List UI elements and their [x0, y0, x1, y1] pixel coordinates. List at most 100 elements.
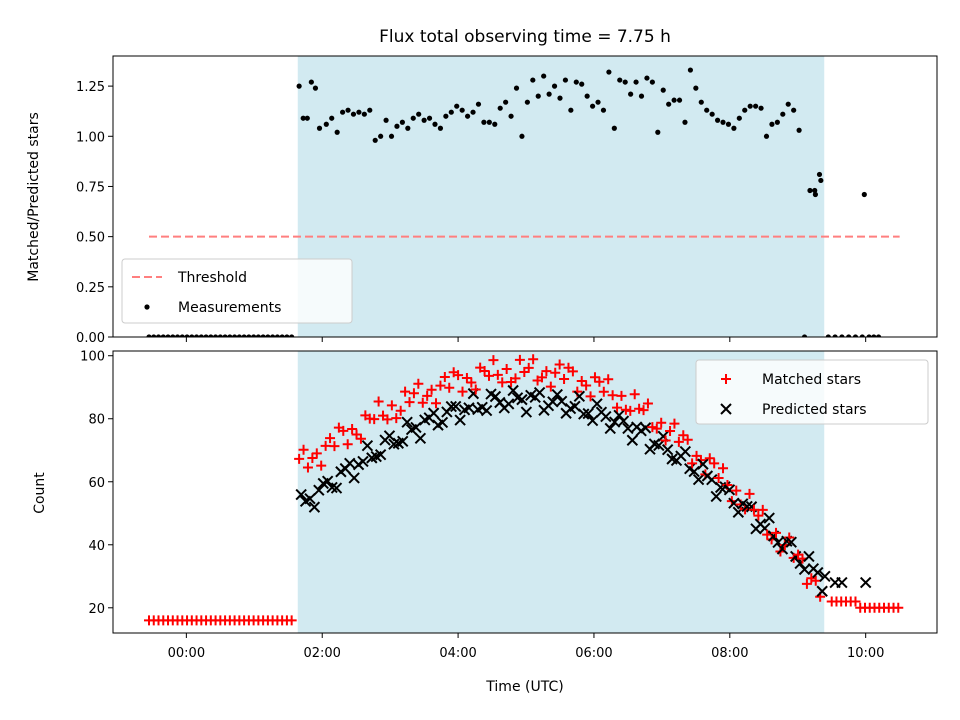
matched-star-point	[585, 391, 596, 402]
measurement-point	[388, 133, 395, 139]
matched-star-point	[373, 396, 384, 407]
matched-star-point	[298, 444, 309, 455]
measurement-point	[606, 69, 612, 75]
measurement-point	[859, 334, 865, 337]
matched-star-point	[731, 485, 742, 496]
measurement-point	[174, 334, 181, 337]
matched-star-point	[439, 371, 450, 382]
x-tick-label: 00:00	[168, 646, 205, 661]
matched-star-point	[893, 602, 904, 613]
matched-star-point	[554, 359, 565, 370]
measurement-point	[649, 79, 655, 85]
measurement-point	[421, 117, 427, 123]
measurement-point	[871, 334, 877, 337]
x-tick-label: 10:00	[847, 646, 884, 661]
legend-box	[695, 359, 929, 425]
matched-star-point	[492, 369, 503, 380]
matched-star-point	[444, 382, 455, 393]
y-tick-label: 0.25	[76, 281, 105, 296]
measurement-point	[682, 119, 688, 125]
predicted-star-point	[582, 407, 594, 420]
measurement-point	[753, 103, 759, 109]
matched-star-point	[665, 425, 676, 436]
measurement-point	[378, 133, 384, 139]
measurement-point	[432, 121, 438, 127]
measurement-point	[671, 97, 677, 103]
matched-star-point	[771, 527, 782, 538]
measurement-point	[785, 101, 791, 107]
measurement-point	[300, 115, 306, 121]
matched-star-point	[457, 386, 468, 397]
x-axis-label: Time (UTC)	[485, 679, 563, 695]
measurement-point	[758, 105, 764, 111]
predicted-star-point	[600, 410, 612, 423]
predicted-star-point	[308, 501, 321, 513]
measurement-point	[875, 334, 882, 337]
measurement-point	[736, 115, 742, 121]
measurement-point	[475, 101, 482, 107]
measurement-point	[885, 0, 890, 3]
measurement-point	[622, 79, 628, 85]
matched-star-point	[470, 384, 481, 395]
predicted-star-point	[450, 400, 462, 413]
measurement-point	[399, 119, 405, 125]
measurement-point	[350, 111, 357, 117]
predicted-star-point	[785, 536, 797, 548]
measurement-point	[535, 93, 541, 99]
predicted-star-point	[697, 458, 709, 470]
predicted-star-point	[445, 400, 458, 413]
measurement-point	[323, 121, 329, 127]
measurement-point	[503, 99, 509, 105]
measurement-point	[255, 334, 261, 337]
x-tick-label: 02:00	[303, 646, 340, 661]
matched-star-point	[417, 397, 428, 408]
measurement-point	[203, 334, 209, 337]
y-tick-label: 80	[88, 413, 105, 428]
measurement-point	[812, 187, 818, 194]
matched-star-point	[488, 355, 499, 366]
y-tick-label: 60	[88, 476, 105, 491]
predicted-star-point	[586, 414, 599, 427]
matched-star-point	[669, 418, 680, 429]
matched-star-point	[320, 440, 331, 451]
measurement-point	[832, 334, 838, 337]
measurement-point	[895, 0, 900, 3]
matched-star-point	[316, 460, 327, 471]
measurement-point	[165, 334, 171, 337]
measurement-point	[345, 107, 351, 113]
measurement-point	[260, 334, 266, 337]
matched-star-point	[603, 374, 614, 385]
measurement-point	[356, 109, 362, 115]
predicted-star-point	[414, 432, 427, 445]
measurement-point	[660, 87, 666, 93]
predicted-star-point	[516, 393, 528, 406]
matched-star-point	[422, 390, 433, 401]
matched-star-point	[607, 390, 618, 401]
measurement-point	[231, 334, 238, 337]
matched-star-point	[550, 367, 561, 378]
matched-star-point	[682, 434, 693, 445]
measurement-point	[217, 334, 223, 337]
predicted-star-point	[436, 416, 449, 429]
predicted-star-point	[803, 550, 815, 563]
measurement-point	[600, 107, 607, 113]
matched-star-point	[461, 372, 472, 383]
measurement-point	[170, 334, 176, 337]
matched-star-point	[479, 366, 490, 377]
measurement-point	[189, 334, 195, 337]
predicted-star-point	[626, 434, 639, 446]
measurement-point	[416, 111, 422, 117]
matched-star-point	[744, 488, 755, 499]
predicted-star-point	[321, 475, 334, 487]
matched-star-point	[286, 615, 297, 626]
measurement-point	[530, 77, 536, 83]
predicted-star-point	[547, 396, 559, 408]
predicted-star-point	[502, 398, 515, 410]
matched-star-point	[342, 439, 353, 450]
measurement-point	[846, 334, 852, 337]
predicted-star-point	[454, 414, 466, 426]
matched-star-point	[311, 448, 322, 459]
matched-star-point	[748, 504, 759, 515]
chart-title: Flux total observing time = 7.75 h	[379, 27, 671, 47]
measurement-point	[372, 137, 378, 143]
